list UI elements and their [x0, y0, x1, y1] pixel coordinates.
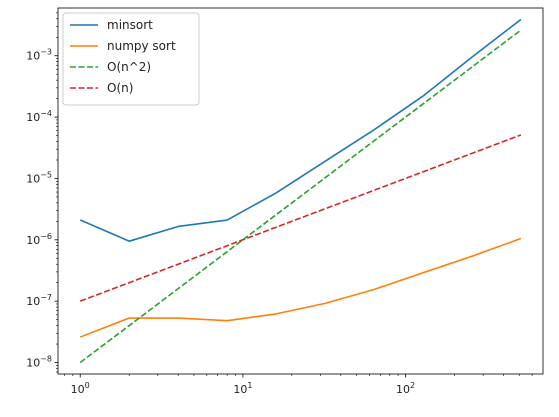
- series-line-1: [79, 18, 522, 242]
- x-tick-label: 101: [233, 381, 252, 396]
- x-tick-label: 100: [71, 381, 90, 396]
- y-tick-label: 10−3: [26, 48, 52, 63]
- series-line-4: [79, 134, 522, 302]
- series-layer: [79, 18, 522, 364]
- legend: minsort numpy sort O(n^2) O(n): [62, 12, 200, 106]
- series-line-3: [79, 29, 522, 364]
- x-tick-label: 102: [396, 381, 415, 396]
- y-axis: 10−8 10−7 10−6 10−5 10−4 10−3: [26, 48, 58, 370]
- y-tick-label: 10−6: [26, 232, 52, 247]
- legend-label: minsort: [107, 18, 153, 32]
- y-tick-label: 10−8: [26, 355, 52, 370]
- y-tick-label: 10−5: [26, 170, 52, 185]
- y-tick-label: 10−7: [26, 293, 52, 308]
- legend-label: O(n^2): [107, 60, 151, 74]
- legend-label: numpy sort: [107, 39, 176, 53]
- legend-label: O(n): [107, 81, 133, 95]
- x-axis: 100 101 102: [71, 374, 415, 396]
- plot-frame: [57, 7, 544, 375]
- y-tick-label: 10−4: [26, 109, 52, 124]
- legend-box: [62, 12, 200, 106]
- series-line-2: [79, 237, 522, 338]
